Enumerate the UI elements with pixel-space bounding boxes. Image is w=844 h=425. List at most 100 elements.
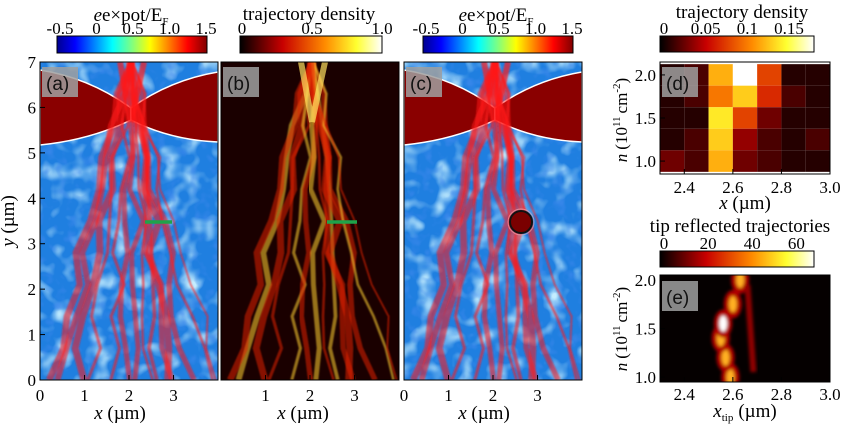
colorbar-a-tick-label: 1.5 bbox=[195, 19, 216, 38]
colorbar-d-title: trajectory density bbox=[676, 2, 809, 23]
trajectory bbox=[493, 62, 581, 380]
panel-d-x-tick-label: 2.8 bbox=[771, 178, 792, 197]
x-axis-label-d: x (µm) bbox=[718, 193, 771, 214]
density-blob bbox=[719, 315, 728, 332]
trajectory bbox=[109, 62, 133, 380]
panel-b-x-tick-label: 2 bbox=[306, 386, 315, 405]
colorbar-d-scale bbox=[659, 35, 815, 53]
tip-c bbox=[509, 210, 533, 234]
x-axis-label-a: x (µm) bbox=[93, 403, 146, 424]
trajectory bbox=[290, 62, 314, 380]
heatmap-cell bbox=[757, 150, 782, 172]
heatmap-cell bbox=[732, 128, 758, 151]
heatmap-cell bbox=[781, 85, 806, 108]
trajectory bbox=[46, 62, 135, 380]
panel-b: (b) bbox=[220, 61, 400, 381]
panel-b-x-tick-label: 3 bbox=[350, 386, 359, 405]
panel-e-x-tick-label: 2.6 bbox=[722, 385, 743, 404]
y-axis-label-e: n(1011cm-2) bbox=[611, 287, 631, 371]
colorbar-e-tick-label: 40 bbox=[744, 234, 761, 253]
heatmap-cell bbox=[708, 107, 733, 129]
trajectory bbox=[298, 62, 328, 123]
panel-e-y-tick-label: 1.0 bbox=[635, 368, 656, 387]
x-axis-label-e: xtip (µm) bbox=[712, 401, 776, 424]
colorbar-a-tick-label: -0.5 bbox=[47, 19, 74, 38]
heatmap-cell bbox=[781, 128, 806, 151]
x-axis-label-c: x (µm) bbox=[457, 403, 510, 424]
panel-e-y-tick-label: 2.0 bbox=[635, 271, 656, 290]
colorbar-e-tick-label: 0 bbox=[660, 234, 669, 253]
heatmap-cell bbox=[757, 64, 782, 86]
heatmap-cell bbox=[660, 150, 685, 172]
colorbar-c-title: ee×pot/EF bbox=[459, 5, 534, 28]
colorbar-c-tick-label: 1.0 bbox=[525, 19, 546, 38]
colorbar-a: ee×pot/EF -0.5 0 0.5 1.0 1.5 bbox=[47, 5, 217, 54]
panel-d-x-tick-label: 3.0 bbox=[819, 178, 840, 197]
density-blob bbox=[721, 349, 730, 366]
trajectory bbox=[450, 62, 495, 380]
panel-b-x-tick-label: 1 bbox=[261, 386, 270, 405]
panel-c-label: (c) bbox=[410, 74, 432, 95]
trajectory bbox=[252, 62, 317, 380]
x-axis-label-b: x (µm) bbox=[276, 403, 329, 424]
panel-a-y-tick-label: 5 bbox=[28, 144, 37, 163]
panel-a: (a) bbox=[39, 61, 219, 381]
panel-a-y-tick-label: 2 bbox=[28, 280, 37, 299]
colorbar-e-scale bbox=[659, 250, 815, 268]
y-axis-label-a: y (µm) bbox=[0, 195, 19, 249]
colorbar-b-tick-label: 1.0 bbox=[371, 19, 392, 38]
trajectory bbox=[227, 62, 316, 380]
panel-d-x-tick-label: 2.6 bbox=[722, 178, 743, 197]
trajectory bbox=[71, 62, 136, 380]
trajectory bbox=[86, 62, 131, 380]
panel-d-y-tick-label: 1.0 bbox=[635, 152, 656, 171]
panel-e: (e) bbox=[659, 274, 831, 383]
colorbar-b-scale bbox=[239, 35, 383, 54]
heatmap-cell bbox=[757, 128, 782, 151]
colorbar-c-tick-label: 0.5 bbox=[488, 19, 509, 38]
trajectory bbox=[473, 62, 497, 380]
heatmap-cell bbox=[708, 150, 733, 172]
heatmap-cell bbox=[781, 150, 806, 172]
heatmap-cell bbox=[684, 107, 709, 129]
panel-a-y-tick-label: 7 bbox=[28, 53, 37, 72]
colorbar-a-title: ee×pot/EF bbox=[94, 5, 169, 28]
panel-a-x-tick-label: 0 bbox=[36, 386, 45, 405]
density-blob bbox=[736, 275, 745, 288]
heatmap-cell bbox=[708, 128, 733, 151]
heatmap-cell bbox=[757, 107, 782, 129]
panel-c-x-tick-label: 2 bbox=[489, 386, 498, 405]
heatmap-cell bbox=[781, 107, 806, 129]
panel-e-y-tick-label: 1.5 bbox=[635, 320, 656, 339]
colorbar-d-tick-label: 0.1 bbox=[737, 19, 758, 38]
density-blob bbox=[728, 296, 737, 313]
heatmap-cell bbox=[732, 64, 758, 86]
heatmap-cell bbox=[660, 107, 685, 129]
heatmap-cell bbox=[684, 128, 709, 151]
heatmap-cell bbox=[732, 150, 758, 172]
panel-a-y-tick-label: 6 bbox=[28, 98, 37, 117]
colorbar-a-tick-label: 1.0 bbox=[159, 19, 180, 38]
trajectory bbox=[481, 62, 511, 123]
colorbar-e-tick-label: 60 bbox=[788, 234, 805, 253]
heatmap-cell bbox=[732, 85, 758, 108]
panel-b-label: (b) bbox=[227, 74, 250, 95]
heatmap-cell bbox=[684, 150, 709, 172]
heatmap-cell bbox=[757, 85, 782, 108]
trajectory bbox=[129, 62, 217, 380]
y-axis-label-d: n(1011cm-2) bbox=[611, 78, 631, 162]
colorbar-b: trajectory density 0 0.5 1.0 bbox=[238, 4, 393, 54]
panel-a-x-tick-label: 1 bbox=[80, 386, 89, 405]
trajectory bbox=[267, 62, 312, 380]
panel-a-x-tick-label: 3 bbox=[169, 386, 178, 405]
panel-e-x-tick-label: 2.4 bbox=[674, 385, 696, 404]
panel-a-y-tick-label: 0 bbox=[28, 371, 37, 390]
colorbar-a-tick-label: 0 bbox=[92, 19, 101, 38]
panel-a-y-tick-label: 1 bbox=[28, 326, 37, 345]
colorbar-a-tick-label: 0.5 bbox=[122, 19, 143, 38]
colorbar-d-tick-label: 0 bbox=[660, 19, 669, 38]
panel-d-label: (d) bbox=[666, 74, 689, 95]
colorbar-d-tick-label: 0.15 bbox=[774, 19, 804, 38]
panel-c-x-tick-label: 3 bbox=[533, 386, 542, 405]
